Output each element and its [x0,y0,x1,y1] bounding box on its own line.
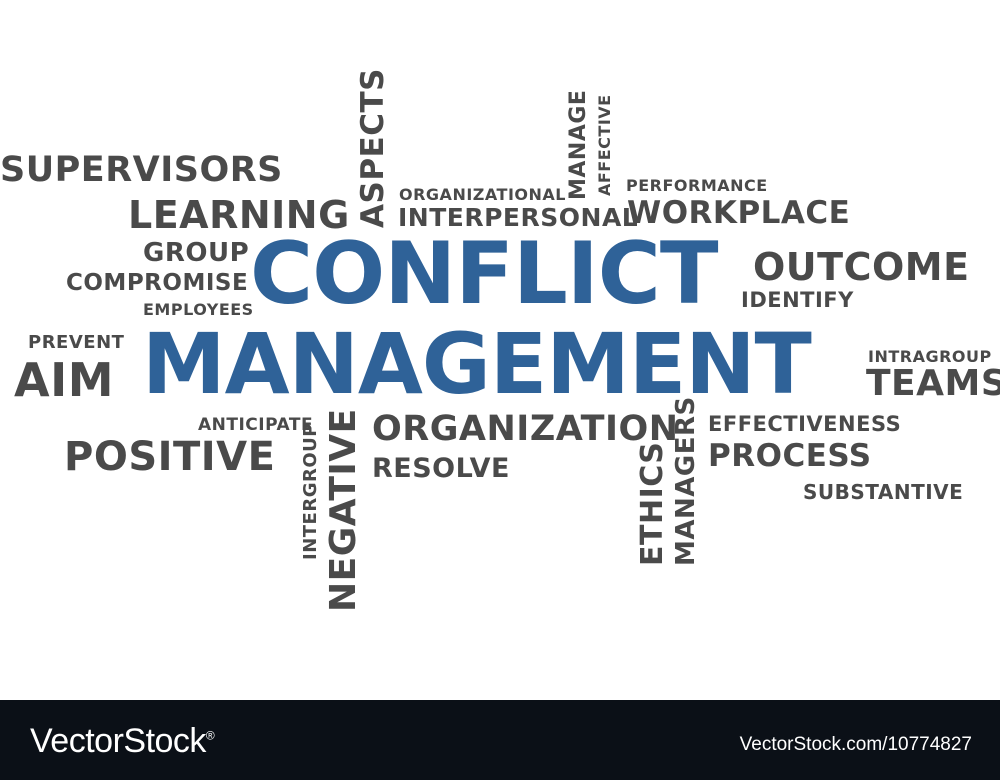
word-teams: TEAMS [866,363,1000,404]
word-negative: NEGATIVE [323,408,364,612]
word-workplace: WORKPLACE [627,195,851,231]
image-id-text: VectorStock.com/10774827 [739,734,972,755]
word-manage: MANAGE [566,89,591,200]
word-effectiveness: EFFECTIVENESS [708,412,902,436]
registered-mark: ® [205,728,215,743]
word-performance: PERFORMANCE [626,176,768,195]
word-identify: IDENTIFY [741,288,854,312]
word-employees: EMPLOYEES [143,300,254,319]
word-aspects: ASPECTS [355,68,391,228]
word-intragroup: INTRAGROUP [868,347,992,366]
word-group: GROUP [143,238,250,268]
word-aim: AIM [14,353,114,407]
brand-logo: VectorStock® [30,722,215,761]
word-process: PROCESS [708,438,872,474]
word-intergroup: INTERGROUP [300,423,321,560]
word-anticipate: ANTICIPATE [198,415,314,435]
word-management: MANAGEMENT [142,315,812,413]
word-positive: POSITIVE [64,434,276,480]
word-resolve: RESOLVE [372,453,510,484]
word-compromise: COMPROMISE [66,270,249,296]
word-interpersonal: INTERPERSONAL [398,203,639,232]
word-managers: MANAGERS [671,396,701,566]
footer-bar: VectorStock® VectorStock.com/10774827 [0,700,1000,780]
word-learning: LEARNING [128,193,350,237]
word-ethics: ETHICS [635,441,670,566]
word-conflict: CONFLICT [250,224,719,324]
word-affective: AFFECTIVE [595,94,614,196]
word-outcome: OUTCOME [753,245,970,289]
word-prevent: PREVENT [28,332,125,353]
word-supervisors: SUPERVISORS [0,150,283,190]
word-organization: ORGANIZATION [372,409,679,449]
word-organizational: ORGANIZATIONAL [399,185,566,204]
brand-name: VectorStock [30,722,206,760]
word-substantive: SUBSTANTIVE [803,480,964,504]
